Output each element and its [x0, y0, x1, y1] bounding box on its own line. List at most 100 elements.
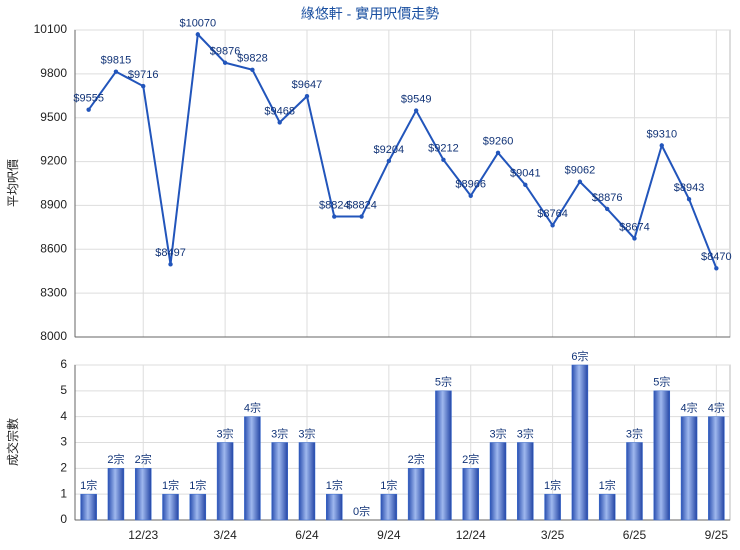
value-label: 2宗	[107, 452, 124, 466]
value-label: 5宗	[435, 375, 452, 389]
point	[659, 143, 664, 148]
point	[577, 179, 583, 184]
value-label: 1宗	[599, 478, 616, 492]
point	[168, 262, 173, 267]
point	[386, 158, 392, 164]
plot-area	[74, 29, 731, 338]
bar	[326, 493, 343, 521]
bar	[107, 468, 125, 521]
x-tick-label: 3/25	[541, 528, 565, 542]
value-label: $9041	[510, 168, 541, 180]
point	[686, 196, 692, 202]
point	[222, 60, 228, 65]
bar	[626, 442, 643, 521]
bar	[407, 468, 425, 521]
point	[604, 206, 610, 212]
point	[714, 266, 719, 271]
value-label: $9828	[237, 53, 268, 65]
value-label: 2宗	[135, 452, 152, 466]
point	[141, 83, 146, 89]
bar	[244, 416, 261, 521]
value-label: 1宗	[544, 478, 561, 492]
bar	[298, 442, 316, 521]
bar	[380, 493, 398, 521]
value-label: 1宗	[380, 478, 397, 492]
value-label: 1宗	[162, 478, 179, 492]
y-axis-title: 成交宗數	[5, 418, 20, 466]
point	[632, 236, 637, 241]
value-label: 3宗	[489, 426, 506, 440]
point	[550, 223, 555, 228]
y-tick-label: 8600	[40, 241, 67, 255]
x-tick-label: 9/25	[705, 528, 729, 542]
bar	[189, 493, 207, 521]
point	[304, 94, 310, 99]
value-label: $8966	[455, 179, 486, 191]
point	[495, 150, 501, 155]
bar	[571, 364, 589, 521]
value-label: 3宗	[271, 426, 288, 440]
x-tick-label: 6/24	[295, 528, 319, 542]
bar	[598, 493, 616, 521]
bar	[162, 493, 179, 521]
value-label: $9260	[483, 136, 514, 148]
value-label: 2宗	[408, 452, 425, 466]
bar	[435, 390, 452, 521]
value-label: $9716	[128, 69, 159, 81]
y-tick-label: 4	[60, 409, 67, 423]
point	[468, 193, 473, 198]
bar	[216, 442, 234, 521]
value-label: $8764	[537, 208, 568, 220]
bar	[271, 442, 288, 521]
value-label: $8470	[701, 251, 732, 263]
value-label: $8674	[619, 221, 650, 233]
y-tick-label: 8300	[40, 285, 67, 299]
point	[250, 67, 255, 72]
bar	[489, 442, 507, 521]
value-label: $8824	[319, 199, 350, 211]
value-label: $9549	[401, 93, 432, 105]
value-label: $9204	[374, 144, 405, 156]
point	[332, 214, 337, 219]
bar	[517, 442, 534, 521]
point	[413, 108, 419, 113]
point	[441, 157, 446, 163]
value-label: $9310	[646, 128, 677, 140]
y-tick-label: 9500	[40, 110, 67, 124]
value-label: 4宗	[708, 401, 725, 415]
value-label: $9062	[565, 165, 596, 177]
point	[277, 120, 282, 125]
value-label: 4宗	[681, 401, 698, 415]
value-label: $8824	[346, 199, 377, 211]
y-tick-label: 9800	[40, 66, 67, 80]
bar	[653, 390, 671, 521]
price-line	[87, 32, 718, 269]
value-label: 3宗	[298, 426, 315, 440]
bar	[708, 416, 725, 521]
value-label: 3宗	[626, 426, 643, 440]
chart-title: 綠悠軒 - 實用呎價走勢	[301, 6, 439, 22]
value-label: $8497	[155, 247, 186, 259]
y-tick-label: 9200	[40, 154, 67, 168]
value-label: 6宗	[571, 349, 588, 363]
point	[523, 182, 528, 188]
value-label: 4宗	[244, 401, 261, 415]
value-label: $9876	[210, 46, 241, 58]
y-tick-label: 0	[60, 512, 67, 526]
x-tick-label: 12/23	[128, 528, 158, 542]
bar	[80, 493, 97, 521]
value-label: 1宗	[189, 478, 206, 492]
x-tick-label: 9/24	[377, 528, 401, 542]
y-tick-label: 1	[60, 486, 67, 500]
point	[195, 32, 201, 37]
value-label: $9468	[264, 105, 295, 117]
x-tick-label: 3/24	[213, 528, 237, 542]
value-label: $9647	[292, 79, 323, 91]
value-label: 1宗	[326, 478, 343, 492]
bar	[544, 493, 561, 521]
point	[359, 214, 364, 219]
point	[113, 69, 119, 74]
value-label: 0宗	[353, 504, 370, 518]
y-tick-label: 3	[60, 435, 67, 449]
